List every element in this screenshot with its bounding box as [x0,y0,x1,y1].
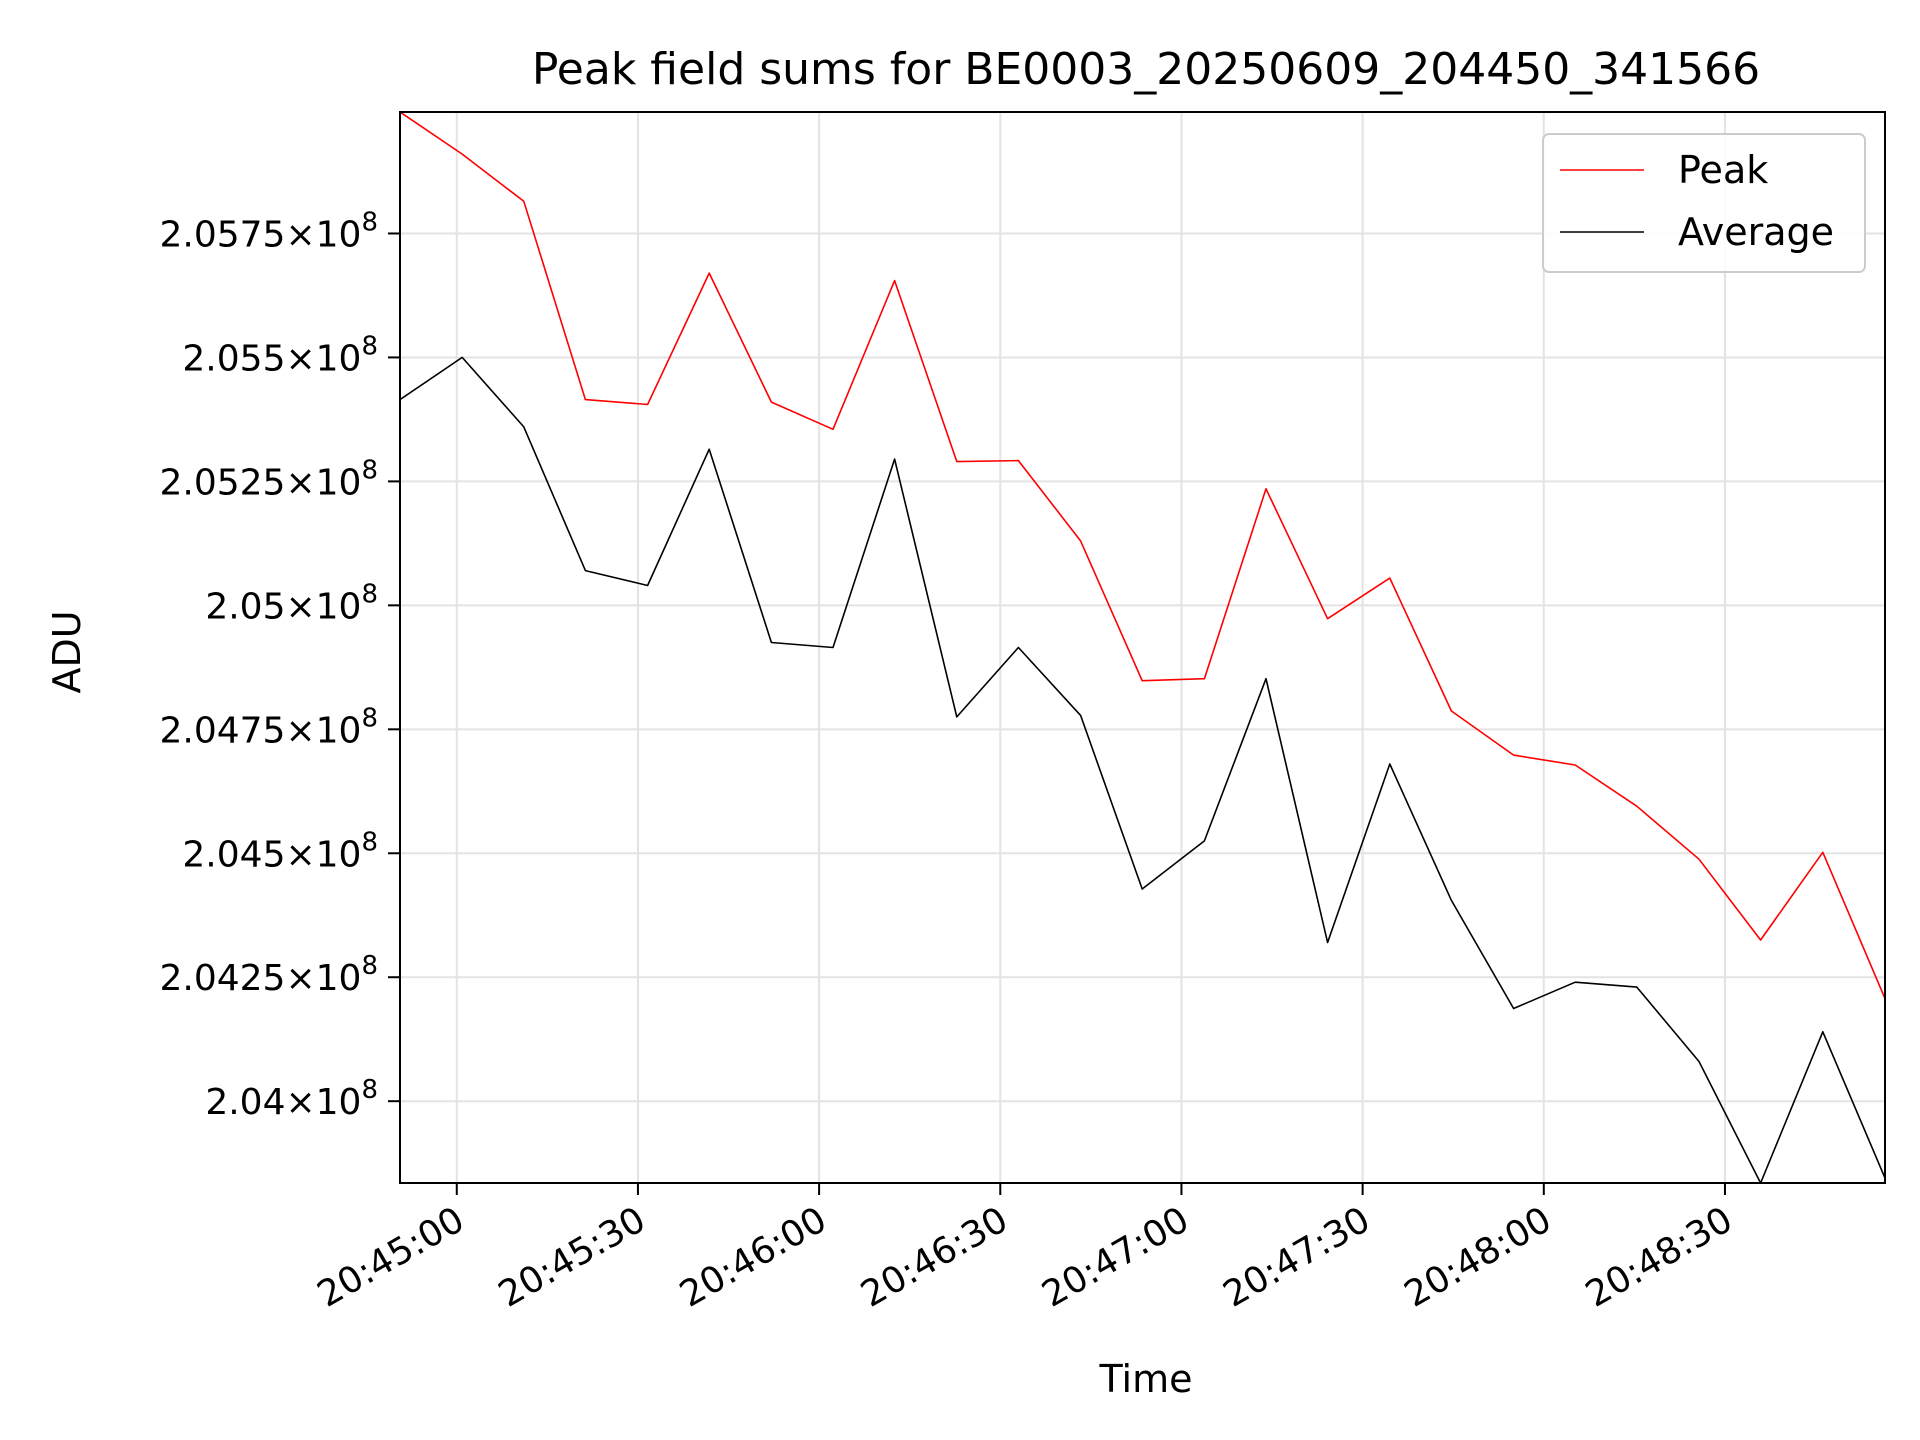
y-tick-mantissa: 2.055 [182,338,285,379]
y-tick-label: 2.0575×108 [160,207,379,255]
y-tick-mantissa: 2.0425 [160,958,286,999]
legend-label-average: Average [1678,210,1834,254]
legend-box [1542,133,1866,273]
plot-frame [399,111,1886,1184]
x-axis-label: Time [1099,1357,1193,1401]
plot-lines [400,112,1885,1183]
y-tick-exponent: 8 [361,827,378,857]
legend-label-peak: Peak [1678,148,1768,192]
x-tick-label: 20:45:00 [311,1199,472,1315]
y-tick-mantissa: 2.05 [205,586,285,627]
y-tick-times-ten: ×10 [285,958,361,999]
y-tick-times-ten: ×10 [285,462,361,503]
y-axis-label: ADU [45,610,89,693]
y-tick-mantissa: 2.0575 [160,214,286,255]
y-tick-times-ten: ×10 [285,214,361,255]
y-tick-times-ten: ×10 [285,834,361,875]
x-tick-label: 20:48:00 [1398,1199,1559,1315]
y-tick-exponent: 8 [361,579,378,609]
x-tick-label: 20:47:00 [1035,1199,1196,1315]
x-tick-label: 20:45:30 [492,1199,653,1315]
x-axis: 20:45:00 20:45:30 20:46:00 20:46:30 20:47:00… [311,1183,1740,1316]
y-tick-times-ten: ×10 [285,338,361,379]
y-tick-exponent: 8 [361,207,378,237]
y-tick-label: 2.04×108 [205,1075,378,1123]
y-axis: 2.04×1082.0425×1082.045×1082.0475×1082.0… [160,207,400,1123]
y-tick-exponent: 8 [361,331,378,361]
y-tick-label: 2.05×108 [205,579,378,627]
x-tick-label: 20:46:00 [673,1199,834,1315]
y-tick-exponent: 8 [361,455,378,485]
y-tick-times-ten: ×10 [285,1082,361,1123]
y-tick-exponent: 8 [361,1075,378,1105]
y-tick-label: 2.0525×108 [160,455,379,503]
y-tick-times-ten: ×10 [285,586,361,627]
grid [400,112,1885,1183]
y-tick-exponent: 8 [361,951,378,981]
y-tick-mantissa: 2.0475 [160,710,286,751]
y-tick-label: 2.055×108 [182,331,378,379]
x-tick-label: 20:47:30 [1217,1199,1378,1315]
x-tick-label: 20:46:30 [854,1199,1015,1315]
y-tick-exponent: 8 [361,703,378,733]
y-tick-times-ten: ×10 [285,710,361,751]
chart-title: Peak field sums for BE0003_20250609_2044… [532,44,1760,95]
x-tick-label: 20:48:30 [1579,1199,1740,1315]
y-tick-label: 2.0475×108 [160,703,379,751]
series-line-average [400,356,1885,1183]
y-tick-mantissa: 2.0525 [160,462,286,503]
series-line-peak [400,112,1885,999]
y-tick-label: 2.0425×108 [160,951,379,999]
y-tick-mantissa: 2.04 [205,1082,285,1123]
legend: Peak Average [1542,133,1866,273]
y-tick-mantissa: 2.045 [182,834,285,875]
y-tick-label: 2.045×108 [182,827,378,875]
